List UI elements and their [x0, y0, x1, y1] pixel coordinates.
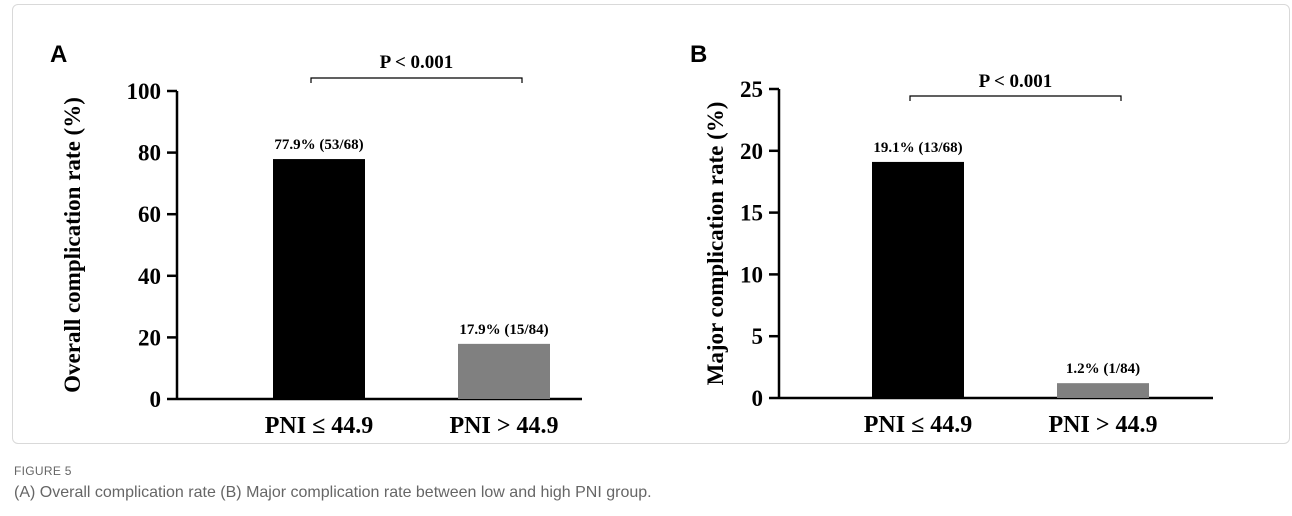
y-tick-label: 10 — [740, 262, 763, 287]
y-tick-label: 20 — [138, 325, 161, 350]
y-tick-label: 80 — [138, 141, 161, 166]
y-tick-label: 15 — [740, 201, 763, 226]
panel-label: A — [50, 41, 67, 68]
y-tick-label: 40 — [138, 264, 161, 289]
bar — [273, 159, 365, 399]
chart-panel-a: A 0 20 40 60 80 100 Overall complication rate (… — [0, 0, 646, 442]
significance-bracket — [909, 95, 1122, 101]
chart-panel-b: B 0 5 10 15 20 25 Major complication rate (%) 19… — [646, 0, 1292, 442]
bar — [872, 161, 964, 398]
figure-label: FIGURE 5 — [14, 464, 72, 478]
figure-caption: (A) Overall complication rate (B) Major … — [14, 484, 652, 501]
data-label: 19.1% (13/68) — [873, 140, 962, 156]
y-tick-label: 0 — [150, 387, 162, 412]
chart-b-svg: B 0 5 10 15 20 25 Major complication rate (%) 19… — [690, 41, 1213, 438]
y-tick-label: 0 — [752, 386, 764, 411]
significance-label: P < 0.001 — [380, 52, 454, 73]
significance-bracket — [310, 77, 523, 83]
category-label: PNI ≤ 44.9 — [265, 413, 374, 439]
y-tick-label: 100 — [127, 79, 162, 104]
data-label: 17.9% (15/84) — [459, 322, 548, 338]
chart-a-svg: A 0 20 40 60 80 100 Overall complication rate (… — [50, 41, 582, 439]
figure-frame — [12, 4, 1290, 444]
data-label: 77.9% (53/68) — [274, 137, 363, 153]
y-tick-label: 5 — [752, 324, 764, 349]
category-label: PNI ≤ 44.9 — [864, 412, 973, 438]
bar — [458, 343, 550, 399]
significance-label: P < 0.001 — [979, 71, 1053, 92]
category-label: PNI > 44.9 — [1048, 412, 1157, 438]
bar — [1057, 383, 1149, 398]
y-tick-label: 60 — [138, 202, 161, 227]
panel-label: B — [690, 41, 707, 68]
y-axis-title: Overall complication rate (%) — [60, 97, 85, 393]
y-tick-label: 25 — [740, 77, 763, 102]
data-label: 1.2% (1/84) — [1066, 361, 1140, 377]
category-label: PNI > 44.9 — [449, 413, 558, 439]
y-tick-label: 20 — [740, 139, 763, 164]
y-axis-title: Major complication rate (%) — [703, 102, 728, 386]
